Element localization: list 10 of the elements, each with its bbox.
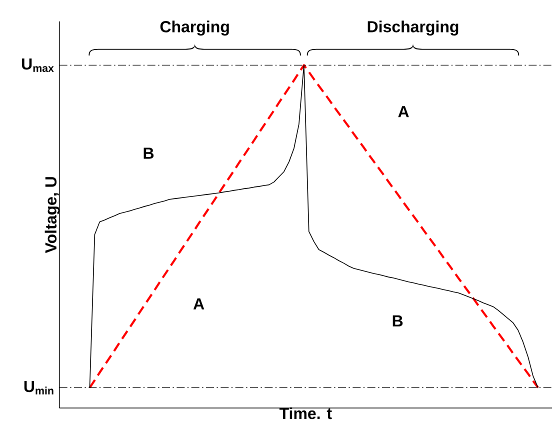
text: A (193, 298, 204, 310)
text: B (144, 148, 154, 159)
text: Discharging (368, 20, 458, 36)
text: B (392, 315, 403, 326)
text: A (398, 106, 409, 118)
ref-line-label: U$_{min}$ (24, 380, 54, 394)
x-axis-title: Time. t (279, 407, 332, 420)
text: Charging (160, 20, 229, 36)
ref-line-label: U$_{max}$ (22, 58, 54, 72)
y-axis-title: Voltage, U (44, 177, 60, 254)
